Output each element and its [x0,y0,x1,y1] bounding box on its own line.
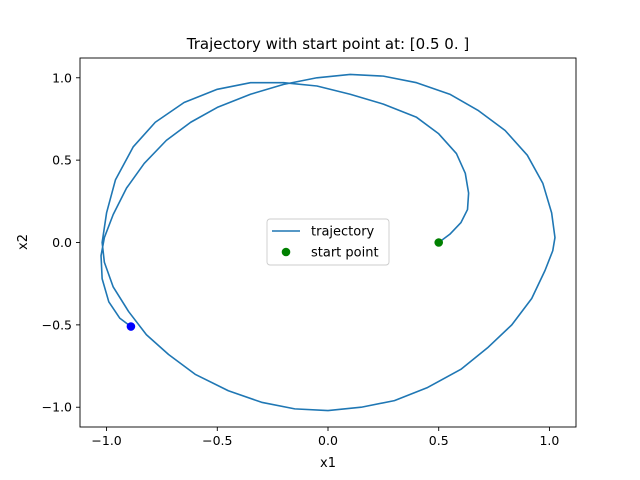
start-point-marker [434,238,444,247]
x-tick-label: −0.5 [202,433,232,448]
y-axis-label: x2 [16,234,31,250]
y-tick-label: 1.0 [52,70,72,85]
x-tick-label: 1.0 [539,433,559,448]
legend-start-point-label: start point [311,246,379,261]
y-tick-label: 0.0 [52,235,72,250]
y-tick-label: −0.5 [42,317,72,332]
legend-trajectory-label: trajectory [311,225,375,240]
trajectory-line [100,73,556,412]
x-axis-label: x1 [320,456,336,471]
y-tick-label: −1.0 [42,400,72,415]
y-tick-label: 0.5 [52,153,72,168]
legend: trajectory start point [266,218,390,266]
chart-title: Trajectory with start point at: [0.5 0. … [186,35,469,53]
x-tick-label: −1.0 [91,433,121,448]
end-point-marker [126,322,136,331]
plot-area: −1.0 −0.5 0.0 0.5 1.0 −1.0 −0.5 0.0 0.5 1.0 [42,57,577,448]
x-tick-label: 0.5 [429,433,449,448]
legend-start-point-swatch [281,247,291,257]
x-tick-label: 0.0 [318,433,338,448]
